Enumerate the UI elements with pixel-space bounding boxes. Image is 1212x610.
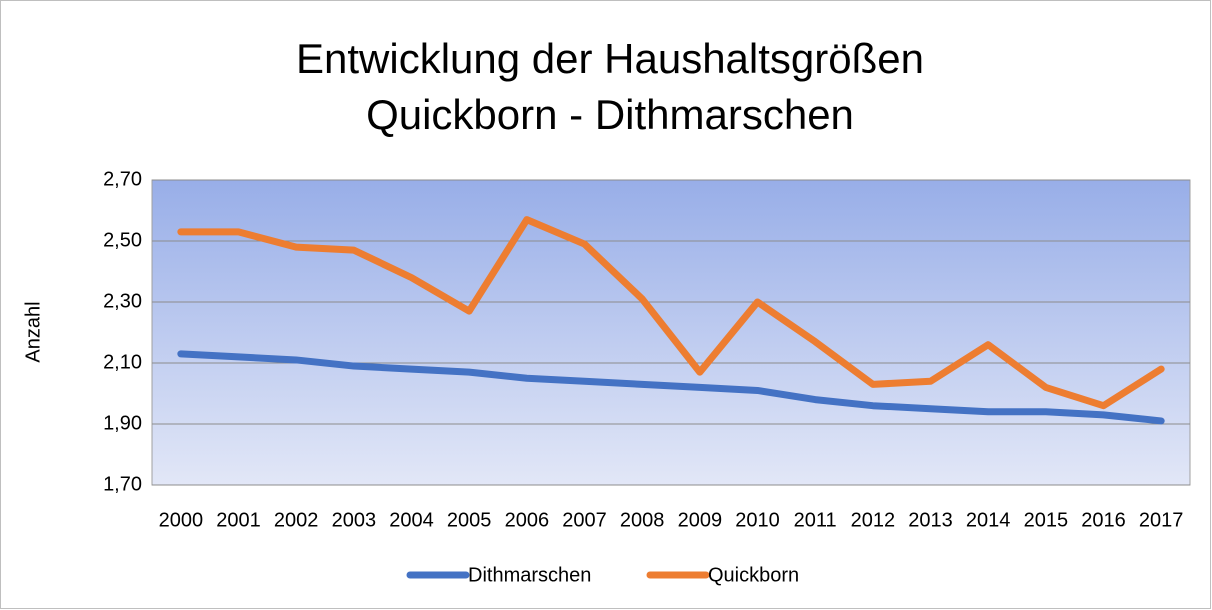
x-tick-label: 2005 — [447, 509, 492, 531]
x-tick-label: 2008 — [620, 509, 665, 531]
x-tick-label: 2014 — [966, 509, 1011, 531]
chart-title: Entwicklung der Haushaltsgrößen — [296, 35, 924, 82]
x-tick-label: 2002 — [274, 509, 319, 531]
line-series — [177, 350, 1165, 425]
x-tick-label: 2012 — [851, 509, 896, 531]
y-tick-label: 1,70 — [103, 473, 142, 495]
y-tick-label: 2,30 — [103, 290, 142, 312]
y-tick-label: 2,70 — [103, 168, 142, 190]
y-tick-label: 1,90 — [103, 412, 142, 434]
x-tick-label: 2017 — [1139, 509, 1184, 531]
y-axis-label: Anzahl — [22, 301, 44, 362]
x-tick-label: 2004 — [389, 509, 434, 531]
x-tick-label: 2003 — [332, 509, 377, 531]
legend-label: Dithmarschen — [468, 564, 591, 586]
y-tick-label: 2,50 — [103, 229, 142, 251]
legend-label: Quickborn — [708, 564, 799, 586]
x-tick-label: 2007 — [562, 509, 607, 531]
x-tick-label: 2000 — [159, 509, 204, 531]
line-series — [177, 216, 1165, 410]
x-tick-label: 2010 — [735, 509, 780, 531]
x-tick-label: 2006 — [505, 509, 550, 531]
x-tick-label: 2013 — [908, 509, 953, 531]
y-tick-label: 2,10 — [103, 351, 142, 373]
x-tick-label: 2015 — [1024, 509, 1069, 531]
x-tick-label: 2011 — [794, 509, 837, 531]
x-tick-label: 2009 — [678, 509, 723, 531]
chart-subtitle: Quickborn - Dithmarschen — [366, 91, 854, 138]
x-tick-label: 2001 — [216, 509, 261, 531]
x-tick-label: 2016 — [1081, 509, 1126, 531]
